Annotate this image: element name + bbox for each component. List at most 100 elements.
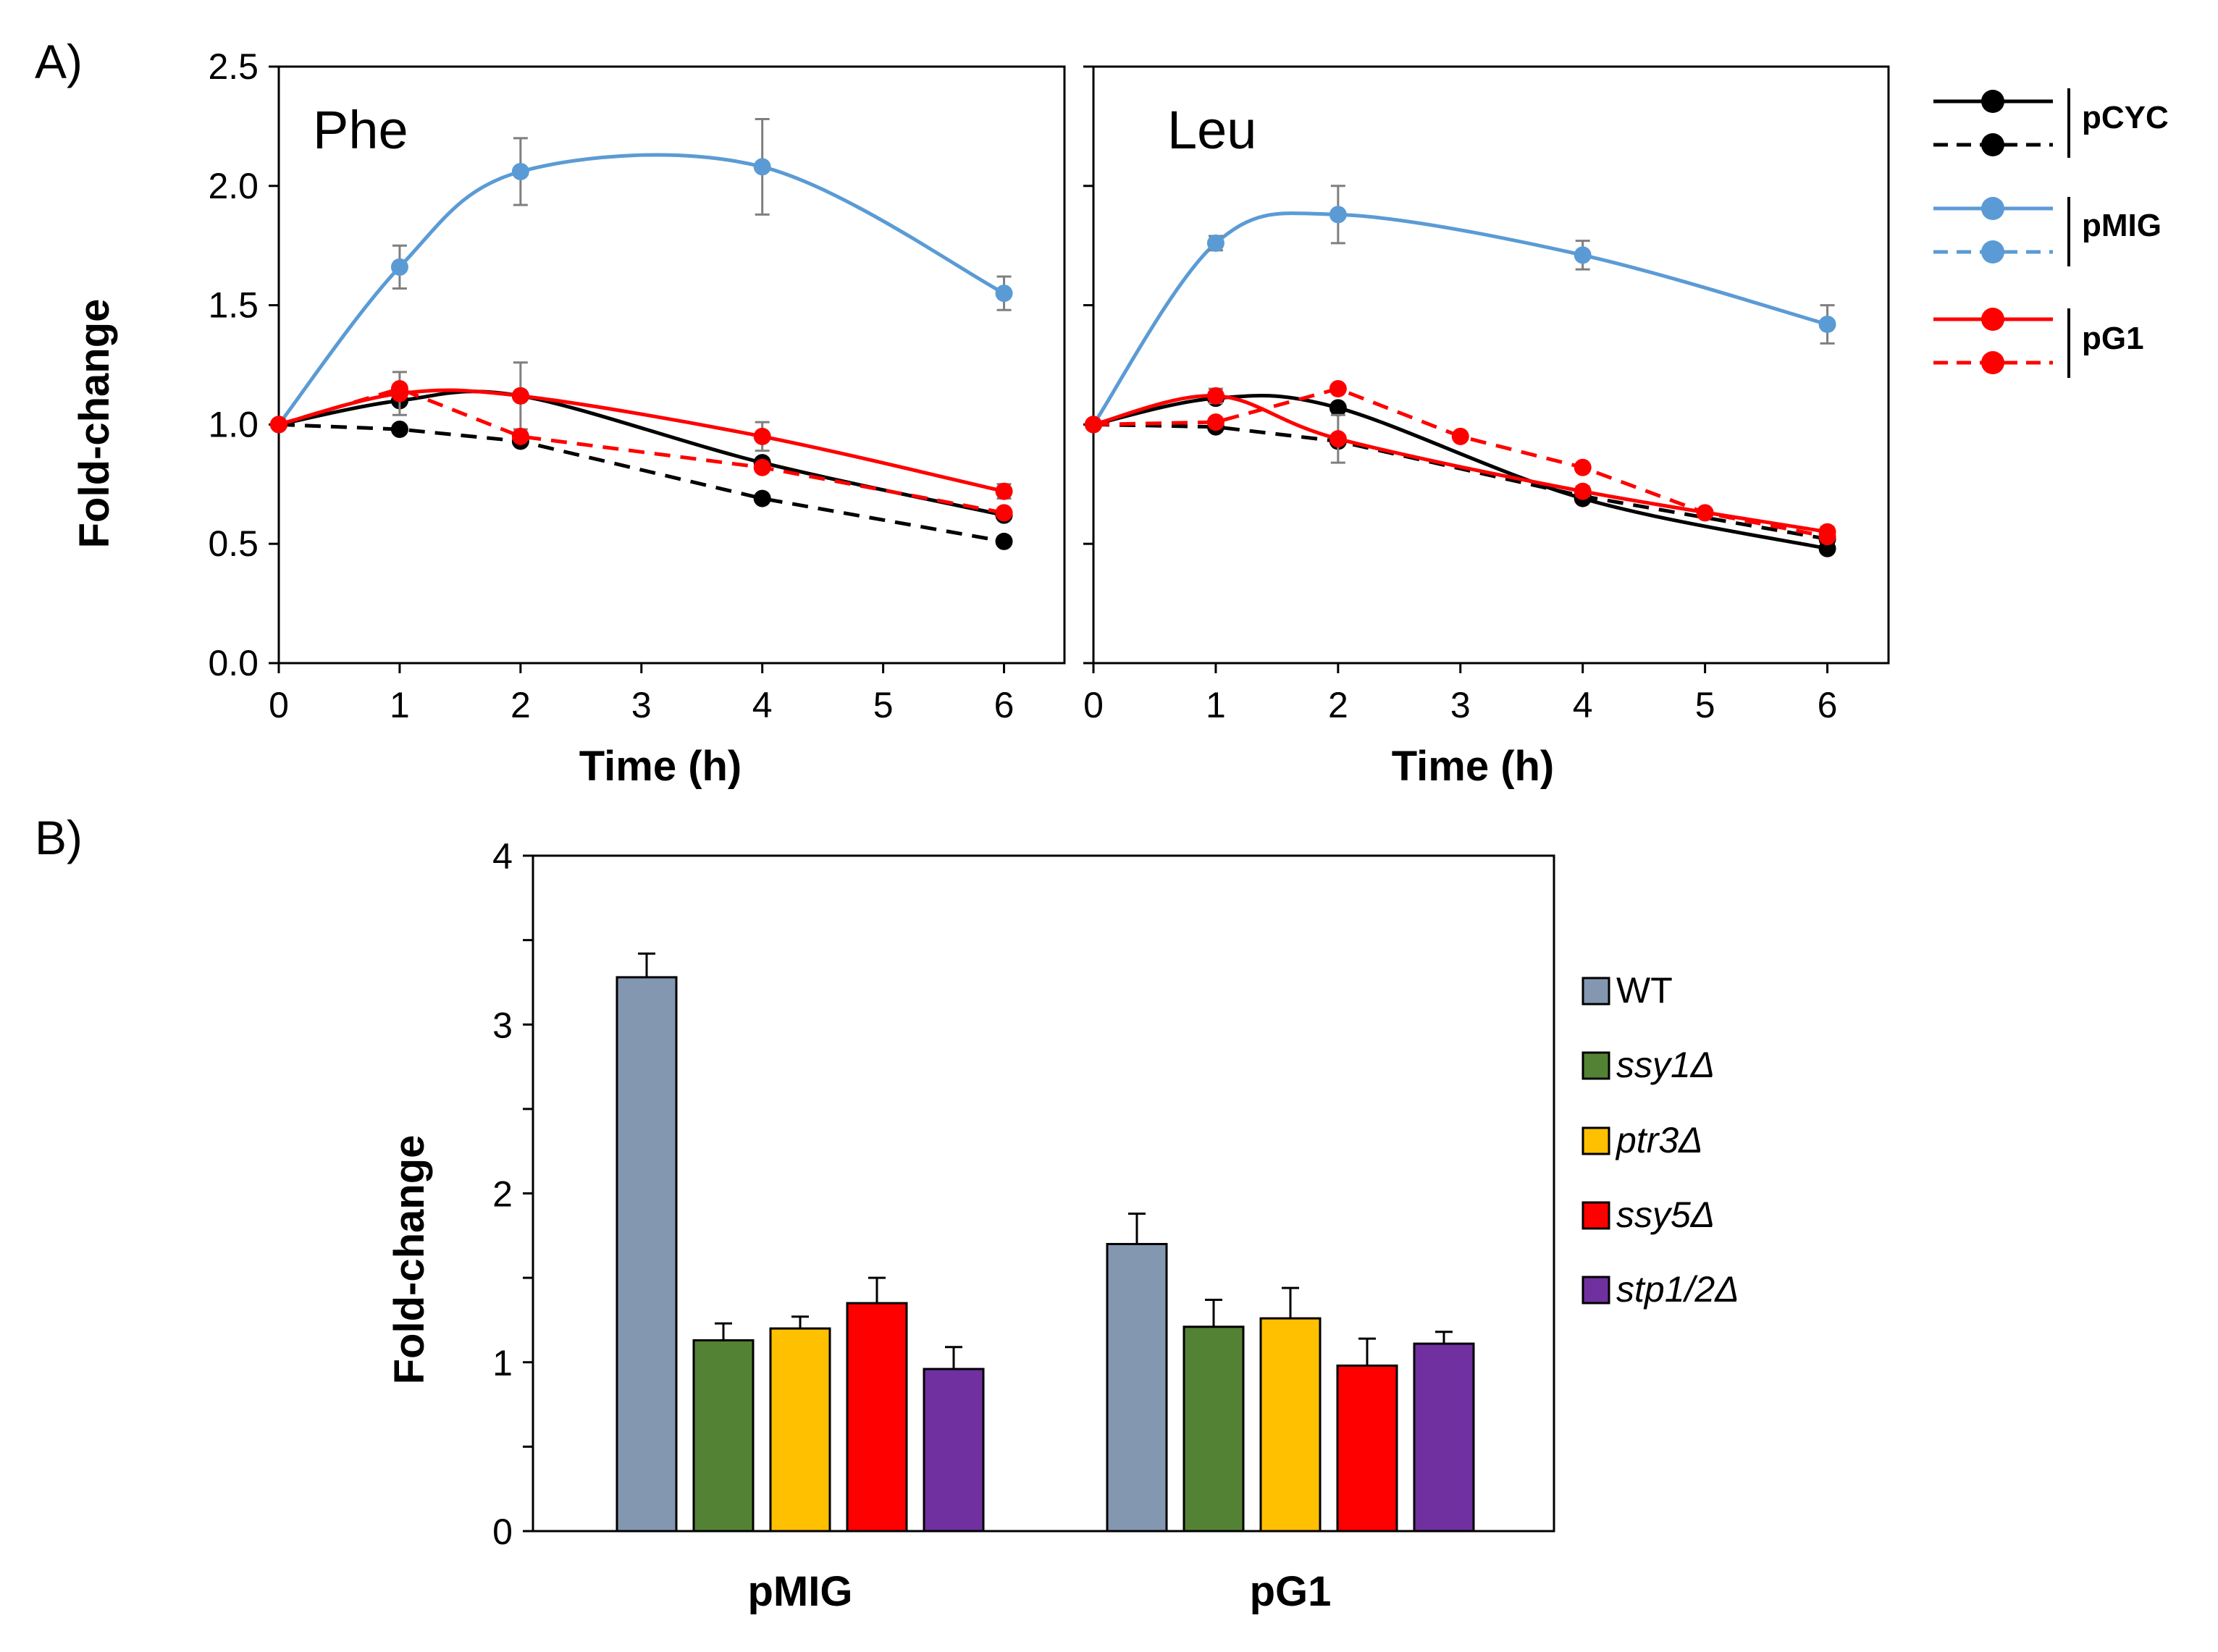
phe-series-pmig-solid-line [277, 153, 1005, 426]
phe-x-tick-label: 1 [390, 685, 410, 725]
leu-x-tick-label: 5 [1695, 685, 1715, 725]
phe-data-point [270, 416, 287, 434]
bar-pg1-2 [1259, 1317, 1322, 1533]
bar-pg1-1 [1182, 1326, 1245, 1533]
phe-data-point [390, 420, 408, 438]
bar-pmig-1 [692, 1339, 755, 1533]
panel-label-a: A) [35, 35, 83, 88]
leu-data-point [1818, 528, 1836, 546]
legend-b-label-ptr3: ptr3Δ [1615, 1120, 1703, 1160]
phe-x-tick-label: 3 [631, 685, 652, 725]
phe-y-axis-title: Fold-change [71, 299, 118, 549]
leu-series-pcyc-solid-line [1093, 393, 1828, 551]
leu-data-point [1329, 206, 1347, 224]
leu-x-tick-label: 6 [1818, 685, 1838, 725]
leu-x-axis-title: Time (h) [1392, 743, 1555, 790]
legend-a-label-pg1: pG1 [2082, 321, 2144, 356]
phe-x-tick-label: 0 [269, 685, 289, 725]
phe-y-tick-label: 1.0 [208, 404, 259, 444]
phe-x-tick-label: 4 [752, 685, 773, 725]
leu-x-tick-label: 2 [1328, 685, 1348, 725]
leu-series-pmig-solid-line [1091, 211, 1828, 426]
bar-y-tick-label: 1 [492, 1343, 513, 1383]
leu-x-tick-label: 4 [1573, 685, 1593, 725]
leu-panel-title: Leu [1167, 100, 1256, 160]
legend-a-marker [1981, 197, 2004, 220]
bar-pg1-4 [1413, 1342, 1475, 1533]
phe-data-point [511, 163, 529, 181]
legend-a-marker [1981, 240, 2004, 264]
panel-label-b: B) [35, 811, 83, 864]
bar-pmig-2 [769, 1327, 831, 1533]
legend-b-swatch [1581, 1126, 1610, 1155]
legend-a-label-pmig: pMIG [2082, 208, 2162, 243]
legend-b-label-wt: WT [1616, 970, 1673, 1011]
leu-data-point [1574, 458, 1592, 476]
bar-pmig-0 [616, 976, 678, 1533]
phe-series-pg1-solid-line [278, 388, 1005, 494]
legend-b-label-stp12: stp1/2Δ [1616, 1269, 1739, 1310]
bar-plot-frame [532, 854, 1555, 1533]
phe-panel-title: Phe [313, 100, 408, 160]
legend-a-marker [1981, 351, 2004, 374]
leu-data-point [1206, 234, 1224, 252]
phe-plot-frame [277, 65, 1066, 665]
leu-data-point [1574, 246, 1592, 264]
leu-data-point [1574, 482, 1592, 500]
phe-data-point [753, 458, 771, 476]
leu-data-point [1329, 399, 1347, 417]
phe-x-tick-label: 5 [873, 685, 894, 725]
leu-data-point [1329, 430, 1347, 448]
phe-data-point [995, 285, 1013, 303]
phe-data-point [390, 258, 408, 276]
bar-y-tick-label: 2 [492, 1174, 513, 1215]
legend-b-label-ssy1: ssy1Δ [1616, 1045, 1715, 1085]
legend-a-marker [1981, 133, 2004, 156]
phe-series-pcyc-dashed-line [278, 422, 1004, 544]
plots-layer: 0 1 2 3 4 5 6 0.0 0.5 1.0 1.5 2.0 2.5 0 1 2 3 4 5 6 0 1 2 3 4 pMI… [208, 46, 2070, 1615]
leu-data-point [1329, 379, 1347, 397]
phe-data-point [995, 482, 1013, 500]
leu-data-point [1085, 416, 1102, 434]
bar-pmig-4 [923, 1367, 985, 1533]
phe-x-tick-label: 6 [994, 685, 1015, 725]
leu-series-pg1-solid-line [1093, 394, 1828, 534]
phe-y-tick-label: 2.0 [208, 166, 259, 206]
legend-b-swatch [1581, 977, 1610, 1006]
phe-y-tick-label: 0.0 [208, 643, 259, 683]
phe-y-tick-label: 0.5 [208, 523, 259, 564]
leu-data-point [1451, 427, 1469, 445]
phe-data-point [390, 379, 408, 397]
phe-data-point [753, 427, 771, 445]
bar-y-tick-label: 3 [492, 1005, 513, 1045]
leu-x-tick-label: 0 [1083, 685, 1104, 725]
bar-y-tick-label: 4 [492, 836, 513, 877]
legend-b-swatch [1581, 1201, 1610, 1230]
phe-data-point [995, 532, 1013, 550]
legend-a-marker [1981, 308, 2004, 331]
bar-pg1-3 [1336, 1364, 1398, 1533]
phe-x-axis-title: Time (h) [579, 743, 742, 790]
phe-data-point [511, 387, 529, 405]
bar-y-tick-label: 0 [492, 1512, 513, 1552]
legend-a-marker [1981, 90, 2004, 113]
phe-y-tick-label: 2.5 [208, 46, 259, 87]
leu-x-tick-label: 1 [1206, 685, 1226, 725]
phe-series-pg1-dashed-line [278, 387, 1004, 515]
legend-a-label-pcyc: pCYC [2082, 100, 2169, 135]
legend-b-swatch [1581, 1051, 1610, 1080]
leu-plot-frame [1092, 65, 1890, 665]
phe-data-point [511, 427, 529, 445]
legend-b-label-ssy5: ssy5Δ [1616, 1194, 1715, 1235]
legend-b-swatch [1581, 1276, 1610, 1305]
bar-category-label: pMIG [748, 1568, 853, 1615]
phe-x-tick-label: 2 [511, 685, 531, 725]
phe-y-tick-label: 1.5 [208, 285, 259, 326]
leu-data-point [1206, 413, 1224, 431]
bar-y-axis-title: Fold-change [386, 1135, 433, 1385]
leu-x-tick-label: 3 [1450, 685, 1471, 725]
bar-pmig-3 [846, 1302, 908, 1533]
phe-data-point [995, 504, 1013, 522]
leu-data-point [1818, 315, 1836, 333]
